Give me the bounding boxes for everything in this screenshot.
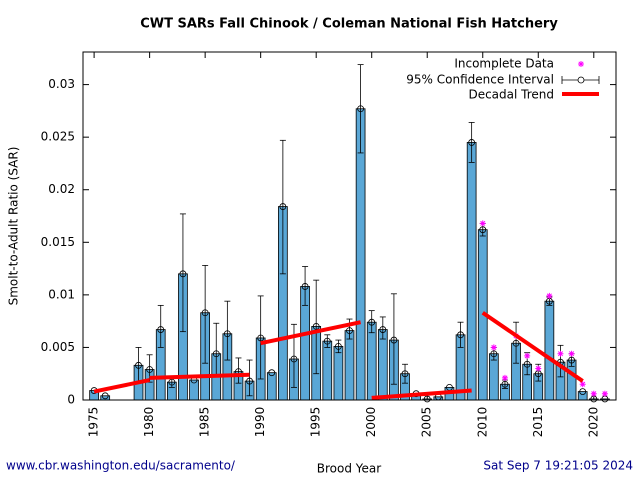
value-point: [468, 139, 476, 146]
x-tick-label: 2015: [531, 407, 545, 438]
value-point: [457, 331, 464, 339]
value-point: [201, 309, 209, 317]
value-point: [279, 203, 287, 210]
incomplete-marker: [524, 352, 531, 359]
incomplete-marker: [501, 374, 508, 381]
legend-label: Incomplete Data: [454, 57, 554, 71]
y-tick-label: 0.005: [41, 340, 75, 354]
value-point: [501, 380, 509, 388]
footer-date: Sat Sep 7 19:21:05 2024: [483, 459, 633, 473]
value-point: [290, 355, 298, 363]
value-point: [312, 323, 320, 330]
value-point: [257, 334, 265, 342]
plot-frame: [82, 51, 617, 401]
value-point: [568, 356, 575, 364]
y-tick-label: 0.01: [48, 287, 75, 301]
footer-url: www.cbr.washington.edu/sacramento/: [6, 459, 236, 473]
y-tick-label: 0.02: [48, 182, 75, 196]
x-axis-label: Brood Year: [317, 462, 381, 476]
bar: [366, 321, 377, 401]
x-tick-label: 1980: [142, 407, 156, 438]
x-tick-label: 2005: [420, 407, 434, 438]
value-point: [346, 327, 353, 335]
incomplete-marker: [490, 344, 497, 351]
legend-label: 95% Confidence Interval: [406, 73, 554, 87]
value-point: [401, 370, 409, 378]
value-point: [212, 350, 220, 358]
bar: [333, 345, 344, 401]
bar: [266, 372, 277, 401]
value-point: [379, 326, 387, 333]
bar: [466, 142, 477, 401]
value-point: [146, 366, 154, 373]
incomplete-marker: [479, 220, 486, 227]
y-tick-label: 0.015: [41, 235, 75, 249]
value-point: [157, 326, 165, 333]
x-tick-label: 1985: [198, 407, 212, 438]
incomplete-marker: [546, 292, 553, 299]
incomplete-marker: [590, 390, 597, 397]
y-tick-label: 0: [67, 393, 75, 407]
value-point: [390, 336, 398, 344]
x-tick-label: 2010: [475, 407, 489, 438]
x-tick-label: 2000: [364, 407, 378, 438]
incomplete-marker: [601, 390, 608, 397]
legend-label: Decadal Trend: [468, 88, 554, 102]
value-point: [268, 369, 276, 377]
bar: [544, 300, 555, 401]
value-point: [223, 330, 231, 338]
x-tick-label: 1975: [87, 407, 101, 438]
trend-line: [260, 320, 362, 346]
incomplete-marker: [568, 350, 575, 357]
trend-line: [93, 378, 151, 394]
value-point: [512, 339, 520, 347]
value-point: [479, 226, 487, 234]
x-tick-label: 1990: [253, 407, 267, 438]
value-point: [357, 105, 365, 113]
value-point: [579, 388, 587, 395]
bar: [344, 330, 355, 401]
bar: [489, 353, 499, 401]
value-point: [523, 360, 531, 368]
value-point: [301, 283, 309, 290]
value-point: [323, 337, 331, 345]
chart-title: CWT SARs Fall Chinook / Coleman National…: [140, 17, 558, 32]
incomplete-marker: [579, 381, 586, 388]
y-tick-label: 0.025: [41, 130, 75, 144]
x-tick-label: 2020: [586, 407, 600, 438]
value-point: [101, 392, 109, 400]
incomplete-marker: [557, 350, 564, 357]
trend-line: [149, 372, 250, 380]
y-axis-label: Smolt-to-Adult Ratio (SAR): [7, 147, 21, 306]
value-point: [334, 342, 342, 350]
trend-line: [481, 311, 584, 383]
legend-symbol: [577, 76, 585, 84]
incomplete-marker: [535, 365, 542, 372]
y-tick-label: 0.03: [48, 77, 75, 91]
trend-line: [371, 388, 472, 400]
bar: [377, 329, 388, 401]
value-point: [423, 395, 431, 403]
value-point: [246, 377, 253, 385]
value-point: [179, 270, 187, 278]
legend-symbol: [578, 61, 584, 67]
bar: [322, 340, 333, 401]
value-point: [368, 318, 376, 326]
value-point: [490, 350, 498, 358]
x-tick-label: 1995: [309, 407, 323, 438]
value-point: [135, 361, 142, 369]
